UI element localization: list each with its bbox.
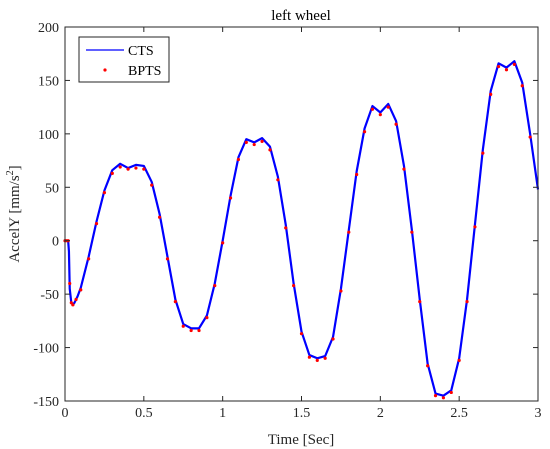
series-bpts-marker [473, 225, 477, 229]
series-bpts-marker [339, 289, 343, 293]
plot-area-background [65, 27, 538, 401]
series-bpts-marker [268, 148, 272, 152]
series-bpts-marker [433, 394, 438, 398]
series-bpts-marker [528, 135, 532, 139]
series-bpts-marker [158, 215, 162, 219]
series-bpts-marker [197, 328, 201, 333]
y-axis-label-main: AccelY [mm/s [7, 175, 23, 262]
series-bpts-marker [118, 165, 122, 169]
series-bpts-marker [205, 316, 209, 320]
series-bpts-marker [512, 62, 516, 66]
series-bpts-marker [79, 288, 83, 292]
series-bpts-marker [94, 222, 99, 226]
series-bpts-marker [236, 157, 241, 162]
series-bpts-marker [68, 281, 72, 286]
series-bpts-marker [362, 130, 367, 134]
y-tick-label: 0 [52, 235, 59, 250]
x-tick-label: 2.5 [450, 406, 468, 421]
y-tick-label: -50 [40, 288, 59, 303]
x-tick-label: 1 [219, 406, 226, 421]
series-bpts-marker [504, 68, 509, 72]
series-bpts-marker [520, 84, 524, 88]
series-bpts-marker [496, 64, 501, 69]
series-bpts-marker [418, 300, 422, 304]
series-bpts-marker [74, 297, 78, 302]
series-bpts-marker [276, 178, 280, 182]
series-bpts-marker [347, 230, 351, 234]
y-tick-label: 50 [45, 181, 59, 196]
legend-box [78, 36, 170, 83]
series-bpts-marker [181, 324, 185, 328]
series-bpts-marker [150, 183, 154, 187]
series-layer [63, 60, 540, 400]
series-bpts-marker [126, 167, 130, 171]
series-bpts-marker [315, 358, 319, 362]
y-tick-label: 150 [38, 74, 59, 89]
series-bpts-marker [441, 396, 445, 400]
series-bpts-marker [292, 283, 296, 288]
y-axis-label: AccelY [mm/s2] [5, 165, 23, 262]
series-bpts-marker [213, 283, 217, 288]
legend-bpts-label: BPTS [128, 64, 161, 79]
legend: CTS BPTS [78, 36, 170, 83]
series-bpts-marker [481, 151, 485, 155]
series-bpts-marker [378, 113, 382, 117]
x-tick-label: 0.5 [135, 406, 153, 421]
x-axis-label: Time [Sec] [268, 432, 335, 448]
series-bpts-marker [402, 167, 406, 171]
series-bpts-marker [307, 355, 311, 359]
series-bpts-marker [165, 257, 170, 261]
series-bpts-marker [465, 300, 469, 304]
series-bpts-marker [71, 303, 75, 307]
series-bpts-marker [323, 356, 327, 360]
series-bpts-marker [142, 167, 146, 171]
y-tick-label: -100 [33, 342, 59, 357]
series-bpts-marker [370, 107, 375, 111]
series-bpts-marker [228, 196, 233, 200]
series-cts-line [65, 60, 540, 397]
ticks-layer: 0 0.5 1 1.5 2 2.5 3 -150 -100 -50 0 50 100 150 200 [33, 21, 541, 421]
series-bpts-marker [221, 241, 225, 245]
y-tick-label: -150 [33, 395, 59, 410]
series-bpts-marker [110, 171, 114, 175]
x-tick-label: 2 [377, 406, 384, 421]
chart-title: left wheel [271, 8, 331, 24]
series-bpts-marker [394, 122, 398, 126]
series-bpts-marker [87, 257, 91, 261]
series-bpts-marker [299, 332, 304, 336]
series-bpts-marker [355, 172, 359, 177]
series-bpts-marker [244, 140, 248, 145]
y-tick-label: 200 [38, 21, 59, 36]
y-axis-label-close: ] [7, 165, 23, 170]
series-bpts-marker [457, 358, 461, 362]
series-bpts-marker [426, 364, 430, 368]
series-bpts-marker [410, 230, 414, 234]
x-tick-label: 1.5 [293, 406, 311, 421]
series-bpts-marker [134, 166, 138, 170]
series-bpts-marker [173, 300, 177, 304]
y-axis-label-superscript: 2 [5, 170, 16, 175]
legend-cts-label: CTS [128, 44, 154, 59]
y-tick-label: 100 [38, 128, 59, 143]
series-bpts-marker [449, 390, 453, 395]
series-bpts-marker [386, 105, 390, 109]
series-bpts-marker [284, 226, 288, 230]
x-tick-label: 3 [535, 406, 542, 421]
series-bpts-marker [102, 191, 107, 195]
legend-bpts-marker-swatch [103, 68, 107, 72]
series-bpts-marker [489, 92, 493, 96]
series-bpts-marker [260, 139, 264, 143]
series-bpts-marker [189, 328, 193, 333]
series-bpts-marker [331, 337, 335, 341]
series-bpts-marker [252, 142, 256, 147]
x-tick-label: 0 [62, 406, 69, 421]
